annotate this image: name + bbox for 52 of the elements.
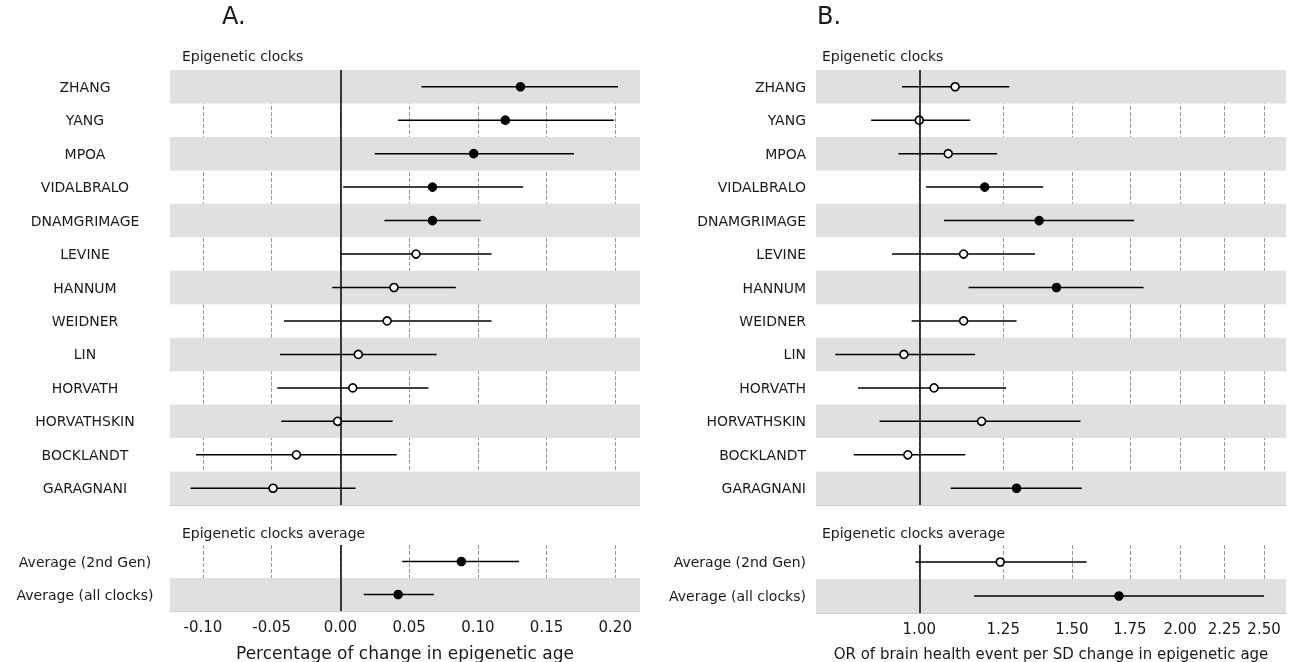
y-tick-label: BOCKLANDT (719, 446, 807, 463)
y-tick-label: MPOA (64, 145, 106, 162)
y-tick-label: WEIDNER (51, 312, 119, 329)
y-tick-label: LEVINE (60, 246, 110, 263)
y-tick-label: VIDALBRALO (717, 179, 806, 196)
y-tick-label: LEVINE (756, 246, 806, 263)
x-tick-label: -0.10 (183, 617, 223, 636)
x-axis-title: OR of brain health event per SD change in epigenetic age (833, 644, 1269, 662)
y-tick-label: Average (all clocks) (669, 588, 806, 604)
x-tick-label: 0.00 (323, 617, 358, 636)
y-tick-label: GARAGNANI (721, 480, 806, 497)
y-tick-label: ZHANG (59, 78, 111, 95)
y-tick-label: HORVATHSKIN (35, 413, 135, 430)
text: A. (222, 2, 246, 30)
x-tick-label: 0.05 (392, 617, 426, 636)
x-tick-label: -0.05 (252, 617, 292, 636)
x-tick-label: 1.75 (1113, 619, 1147, 638)
y-tick-label: DNAMGRIMAGE (30, 212, 140, 229)
y-tick-label: GARAGNANI (42, 480, 128, 497)
y-tick-label: VIDALBRALO (40, 179, 130, 196)
y-tick-label: DNAMGRIMAGE (697, 212, 806, 229)
text: B. (817, 2, 842, 30)
x-axis-title: Percentage of change in epigenetic age (236, 642, 574, 662)
y-tick-label: Average (all clocks) (16, 586, 154, 603)
y-tick-label: ZHANG (754, 78, 806, 95)
x-tick-label: 2.50 (1247, 619, 1281, 638)
y-tick-label: YANG (766, 112, 806, 129)
y-tick-label: YANG (64, 112, 105, 129)
x-tick-label: 2.00 (1163, 619, 1197, 638)
y-tick-label: HORVATH (51, 379, 119, 396)
y-tick-label: WEIDNER (739, 312, 807, 329)
chart-title: Epigenetic clocks average (822, 525, 1006, 541)
y-tick-label: MPOA (765, 145, 807, 162)
x-tick-label: 1.00 (902, 619, 936, 638)
x-tick-label: 2.25 (1207, 619, 1242, 638)
y-tick-label: LIN (73, 346, 97, 363)
y-tick-label: Average (2nd Gen) (673, 554, 806, 570)
y-tick-label: HANNUM (742, 279, 806, 296)
y-tick-label: BOCKLANDT (41, 446, 129, 463)
y-tick-label: Average (2nd Gen) (18, 553, 152, 570)
y-tick-label: LIN (783, 346, 806, 363)
y-tick-label: HANNUM (53, 279, 117, 296)
x-tick-label: 0.20 (598, 617, 632, 636)
x-tick-label: 1.25 (986, 619, 1020, 638)
y-tick-label: HORVATHSKIN (706, 413, 806, 430)
x-tick-label: 0.10 (461, 617, 495, 636)
chart-title: Epigenetic clocks (182, 48, 304, 64)
x-tick-label: 1.50 (1055, 619, 1089, 638)
chart-title: Epigenetic clocks (822, 48, 944, 64)
chart-title: Epigenetic clocks average (182, 525, 366, 541)
x-tick-label: 0.15 (529, 617, 564, 636)
y-tick-label: HORVATH (739, 379, 806, 396)
